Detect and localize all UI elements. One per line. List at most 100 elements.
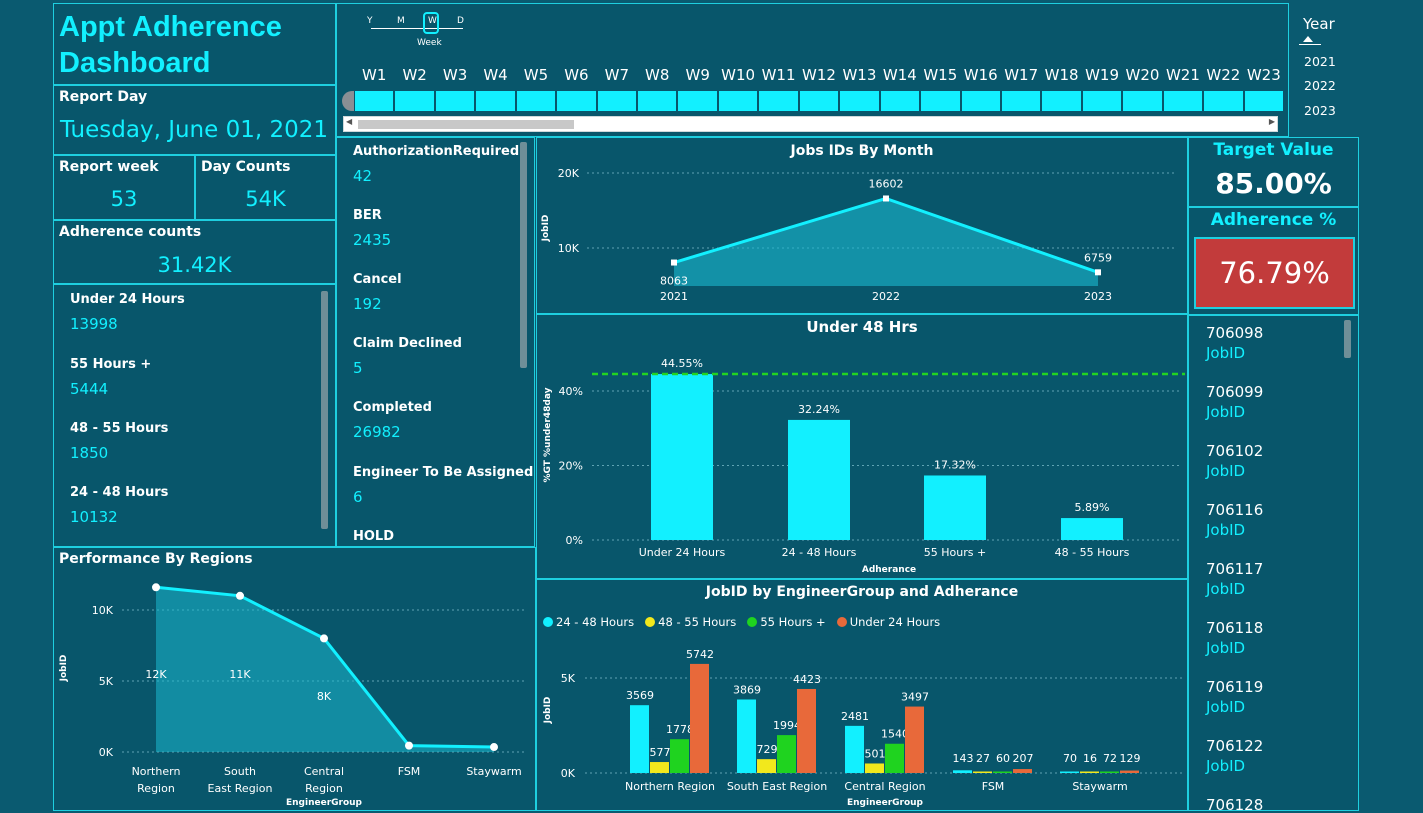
scrollbar[interactable] xyxy=(321,291,328,529)
jobid-item[interactable]: 706118 JobID xyxy=(1206,619,1263,657)
jobid-label: JobID xyxy=(1206,521,1246,539)
scrollbar[interactable] xyxy=(1344,320,1351,358)
week-label: W6 xyxy=(564,66,589,84)
jobid-item[interactable]: 706116 JobID xyxy=(1206,501,1263,539)
x-tick-label: South xyxy=(224,765,256,778)
week-cell[interactable] xyxy=(961,91,1000,111)
granularity-month[interactable]: M xyxy=(397,16,405,26)
data-label: 1540 xyxy=(881,728,909,741)
week-cell[interactable] xyxy=(355,91,394,111)
week-label: W7 xyxy=(604,66,629,84)
granularity-caption: Week xyxy=(417,38,442,48)
bar xyxy=(905,706,924,773)
sort-underline xyxy=(1299,44,1321,45)
data-label: 72 xyxy=(1103,752,1117,765)
week-slicer[interactable]: Y M W D Week W1 W2 W3 W4 W5 W6 W7 W8 W9 W10 W11 W12… xyxy=(336,3,1289,137)
week-cell[interactable] xyxy=(557,91,596,111)
jobid-item[interactable]: 706099 JobID xyxy=(1206,383,1263,421)
week-cell[interactable] xyxy=(476,91,515,111)
data-label: 207 xyxy=(1013,752,1034,765)
data-point xyxy=(405,741,413,750)
jobid-item[interactable]: 706117 JobID xyxy=(1206,560,1263,598)
week-cell[interactable] xyxy=(1163,91,1203,111)
data-label: 8063 xyxy=(660,275,688,288)
week-cell[interactable] xyxy=(799,91,839,111)
week-cell[interactable] xyxy=(759,91,798,111)
week-cell[interactable] xyxy=(1204,91,1243,111)
jobs-by-month-chart: Jobs IDs By Month JobID 20K 10K 8063 2021 1660… xyxy=(536,137,1188,314)
granularity-week[interactable]: W xyxy=(423,12,439,34)
jobid-item[interactable]: 706122 JobID xyxy=(1206,737,1263,775)
status-item: Completed 26982 xyxy=(353,400,432,441)
data-label: 44.55% xyxy=(661,357,703,370)
week-cell[interactable] xyxy=(597,91,637,111)
jobid-list[interactable]: 706098 JobID 706099 JobID 706102 JobID 706116 J… xyxy=(1188,315,1359,811)
scroll-right-icon[interactable]: ▶ xyxy=(1268,117,1275,126)
hour-buckets-card[interactable]: Under 24 Hours 13998 55 Hours + 5444 48 … xyxy=(53,284,336,547)
week-range-bar[interactable] xyxy=(342,91,1284,111)
data-label: 143 xyxy=(953,752,974,765)
jobid-item[interactable]: 706128 xyxy=(1206,796,1263,810)
data-point xyxy=(1095,269,1101,276)
year-slicer[interactable]: Year 2021 2022 2023 xyxy=(1289,3,1359,137)
horizontal-scrollbar[interactable]: ◀ ▶ xyxy=(343,116,1278,132)
week-cell[interactable] xyxy=(516,91,556,111)
jobid-number: 706122 xyxy=(1206,737,1264,755)
data-label: 1994 xyxy=(773,719,801,732)
week-cell[interactable] xyxy=(1001,91,1041,111)
x-tick-label: 2023 xyxy=(1084,290,1112,303)
week-cell[interactable] xyxy=(718,91,758,111)
jobid-number: 706116 xyxy=(1206,501,1264,519)
week-cell[interactable] xyxy=(921,91,960,111)
week-cell[interactable] xyxy=(678,91,717,111)
y-tick-label: 0% xyxy=(566,534,583,547)
bar xyxy=(1120,770,1139,773)
bar xyxy=(737,699,756,773)
scrollbar[interactable] xyxy=(520,142,527,368)
target-value-card: Target Value 85.00% xyxy=(1188,137,1359,207)
engineergroup-svg: JobID 5K 0K 3569 577 1778 5742 Northern Region 3… xyxy=(543,648,1182,808)
data-label: 3569 xyxy=(626,689,654,702)
week-cell[interactable] xyxy=(1244,91,1283,111)
granularity-picker[interactable]: Y M W D Week xyxy=(367,12,467,54)
week-cell[interactable] xyxy=(1082,91,1122,111)
week-cell[interactable] xyxy=(840,91,879,111)
week-label: W9 xyxy=(685,66,710,84)
jobid-item[interactable]: 706119 JobID xyxy=(1206,678,1263,716)
sort-up-icon[interactable] xyxy=(1303,36,1313,42)
week-cell[interactable] xyxy=(1042,91,1081,111)
week-label: W4 xyxy=(483,66,508,84)
data-label: 577 xyxy=(650,746,671,759)
data-point xyxy=(320,634,328,643)
week-cell[interactable] xyxy=(1123,91,1162,111)
scroll-thumb[interactable] xyxy=(358,120,574,129)
granularity-track xyxy=(371,28,463,29)
week-cell[interactable] xyxy=(880,91,920,111)
jobid-label: JobID xyxy=(1206,403,1246,421)
year-option[interactable]: 2021 xyxy=(1304,54,1336,69)
x-tick-label: Region xyxy=(137,782,175,795)
y-tick-label: 5K xyxy=(99,675,114,688)
data-point xyxy=(152,583,160,592)
jobid-item[interactable]: 706098 JobID xyxy=(1206,324,1263,362)
data-label: 17.32% xyxy=(934,458,976,471)
week-cell[interactable] xyxy=(638,91,677,111)
range-handle-left[interactable] xyxy=(342,91,354,111)
x-tick-label: FSM xyxy=(398,765,421,778)
scroll-left-icon[interactable]: ◀ xyxy=(346,117,353,126)
x-tick-label: Central xyxy=(304,765,344,778)
bar xyxy=(690,663,709,773)
week-cell[interactable] xyxy=(435,91,475,111)
granularity-day[interactable]: D xyxy=(457,16,464,26)
status-list-card[interactable]: AuthorizationRequired 42 BER 2435 Cancel 19… xyxy=(336,137,535,547)
status-item: AuthorizationRequired 42 xyxy=(353,144,520,185)
jobid-label: JobID xyxy=(1206,639,1246,657)
week-cell[interactable] xyxy=(395,91,434,111)
area-fill xyxy=(156,587,494,752)
granularity-year[interactable]: Y xyxy=(367,16,373,26)
jobid-item[interactable]: 706102 JobID xyxy=(1206,442,1263,480)
year-option[interactable]: 2022 xyxy=(1304,78,1336,93)
day-counts-card: Day Counts 54K xyxy=(195,155,336,220)
year-option[interactable]: 2023 xyxy=(1304,103,1336,118)
data-label: 27 xyxy=(976,752,990,765)
